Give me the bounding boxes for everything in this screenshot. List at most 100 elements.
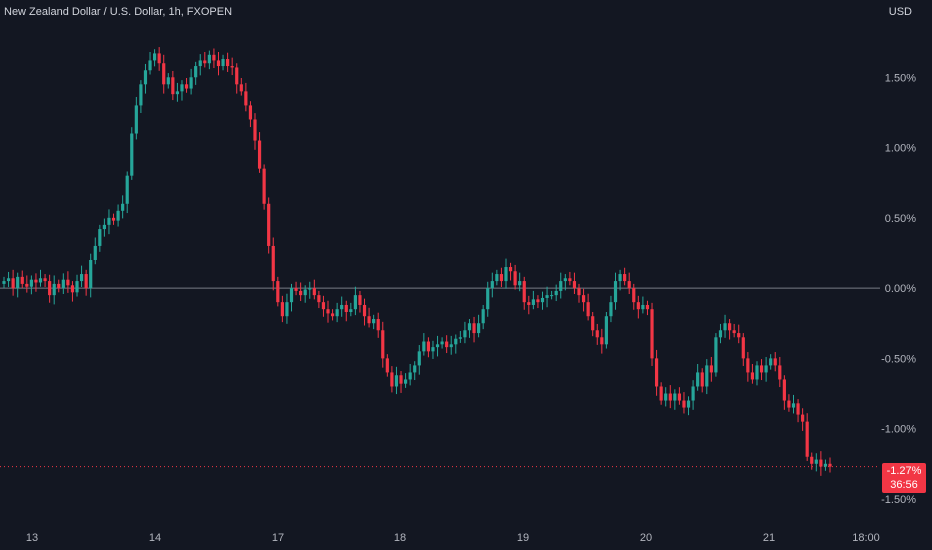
candle [609, 295, 613, 323]
candle-body [349, 309, 353, 312]
x-tick-label: 20 [640, 532, 652, 544]
candle [93, 237, 97, 265]
candle [595, 323, 599, 345]
candle [130, 127, 134, 180]
candle-body [705, 365, 709, 387]
y-axis: 1.50% 1.00% 0.50% 0.00% -0.50% -1.00% -1.50% [881, 72, 916, 506]
candle-body [696, 372, 700, 387]
candle [559, 272, 563, 299]
candle-body [303, 289, 307, 296]
candle [787, 394, 791, 412]
candle [746, 352, 750, 382]
candle [143, 63, 148, 94]
candle [317, 290, 321, 309]
candle-body [577, 288, 581, 296]
candle-body [490, 281, 494, 289]
candle [408, 364, 412, 386]
candle [481, 304, 485, 330]
candle-body [723, 323, 727, 331]
candle [449, 335, 453, 355]
candle [203, 52, 207, 68]
candle [171, 70, 175, 101]
candle-body [636, 302, 640, 310]
candle [244, 82, 248, 112]
candle-body [801, 414, 805, 422]
candle-body [152, 53, 157, 61]
candle-body [718, 330, 723, 338]
candle-body [130, 133, 134, 176]
y-tick-label: 1.00% [885, 143, 916, 155]
candle-body [317, 295, 321, 303]
candle [550, 290, 554, 300]
candle [426, 337, 431, 358]
candle-body [746, 358, 750, 373]
candle [381, 321, 385, 368]
candle [581, 288, 586, 312]
candle [545, 286, 549, 308]
candle-body [581, 295, 586, 303]
candle [271, 237, 275, 291]
candle-body [403, 379, 408, 384]
candle [34, 273, 38, 292]
candle-body [458, 337, 462, 339]
candle [285, 293, 289, 324]
candle-body [572, 281, 577, 289]
candle [659, 382, 663, 405]
candle-body [714, 337, 718, 373]
candle [403, 373, 408, 388]
candle-body [440, 341, 444, 345]
candle [828, 457, 832, 473]
candle-body [2, 281, 6, 284]
candle-body [413, 365, 417, 373]
candle-body [536, 299, 540, 303]
candle-body [741, 337, 745, 359]
candle-body [422, 341, 426, 352]
candle-body [34, 279, 38, 283]
candle [376, 312, 380, 338]
candle-body [613, 281, 618, 303]
candle-body [125, 175, 129, 204]
candle [641, 296, 645, 314]
candle-body [645, 304, 650, 310]
candle [810, 452, 814, 470]
candle [394, 366, 399, 395]
candle-body [499, 274, 504, 282]
x-tick-label: 21 [763, 532, 775, 544]
candle-body [586, 302, 590, 317]
candle [700, 368, 704, 393]
candle-body [20, 276, 24, 284]
candle-body [477, 323, 481, 334]
candle [107, 209, 111, 235]
candle [48, 274, 52, 303]
currency-label: USD [888, 6, 912, 18]
candle [490, 272, 494, 298]
chart-title: New Zealand Dollar / U.S. Dollar, 1h, FX… [4, 6, 233, 18]
candle-body [344, 304, 348, 312]
candle-body [759, 365, 764, 373]
candle [591, 312, 595, 337]
candle [326, 300, 330, 323]
candle [29, 275, 33, 295]
candle-body [385, 358, 389, 373]
candle [198, 54, 202, 76]
candle-body [654, 358, 659, 387]
candle-body [79, 274, 84, 282]
candle-body [755, 365, 759, 380]
candle [11, 269, 15, 296]
candle-body [321, 302, 326, 310]
candle-body [48, 281, 52, 296]
candle-body [467, 323, 472, 331]
candle-body [504, 267, 508, 282]
candle [801, 408, 805, 431]
candle [563, 274, 567, 291]
candle-body [454, 338, 458, 345]
candle [194, 61, 198, 85]
candle [390, 366, 394, 393]
candle-body [787, 400, 791, 408]
candle-body [390, 372, 394, 387]
candle-body [664, 393, 668, 401]
candle-body [180, 84, 184, 92]
candle-body [221, 59, 225, 67]
candle-body [805, 421, 809, 457]
